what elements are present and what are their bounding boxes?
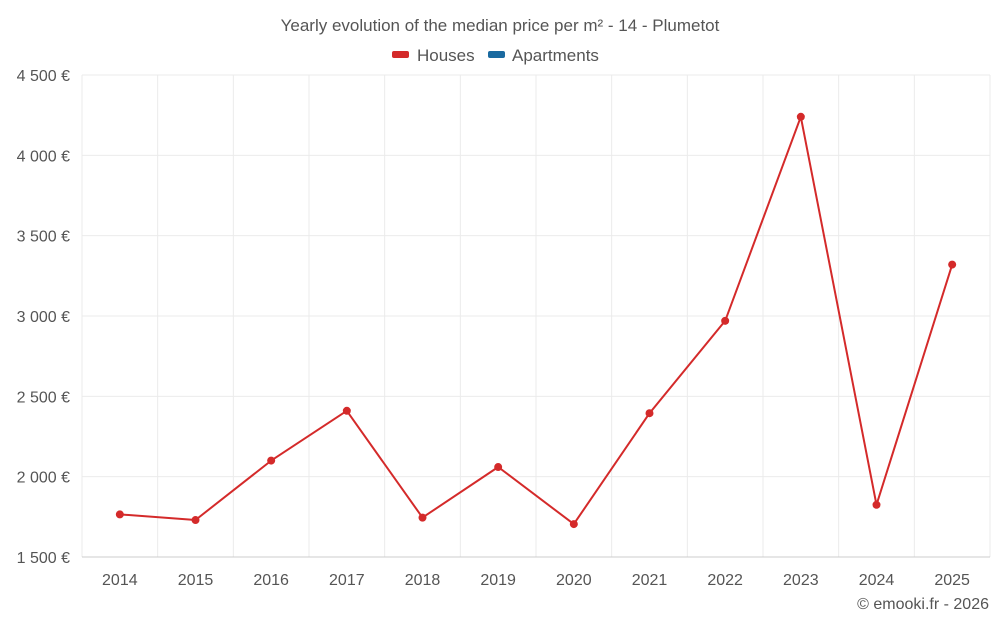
- data-point-houses-2015[interactable]: [191, 516, 200, 525]
- x-tick-label: 2023: [783, 572, 819, 589]
- y-axis-tick-labels: 1 500 € 2 000 € 2 500 € 3 000 € 3 500 € 4 000…: [17, 68, 70, 567]
- y-tick-label: 3 500 €: [17, 229, 70, 246]
- y-tick-label: 2 000 €: [17, 470, 70, 487]
- legend-label-apartments: Apartments: [512, 46, 599, 65]
- x-tick-label: 2025: [934, 572, 970, 589]
- legend-swatch-houses: [392, 51, 409, 58]
- y-tick-label: 2 500 €: [17, 389, 70, 406]
- y-tick-label: 4 500 €: [17, 68, 70, 85]
- y-tick-label: 4 000 €: [17, 148, 70, 165]
- x-tick-label: 2018: [405, 572, 441, 589]
- legend-label-houses: Houses: [417, 46, 475, 65]
- y-tick-label: 3 000 €: [17, 309, 70, 326]
- data-point-houses-2021[interactable]: [645, 409, 654, 418]
- x-tick-label: 2024: [859, 572, 895, 589]
- series-lines: [119, 115, 954, 526]
- y-tick-label: 1 500 €: [17, 550, 70, 567]
- legend[interactable]: Houses Apartments: [392, 46, 599, 65]
- x-tick-label: 2020: [556, 572, 592, 589]
- data-point-houses-2022[interactable]: [721, 316, 730, 325]
- data-point-houses-2025[interactable]: [948, 260, 957, 269]
- data-point-houses-2023[interactable]: [796, 112, 805, 121]
- credit-text: © emooki.fr - 2026: [857, 596, 989, 613]
- data-point-houses-2020[interactable]: [569, 520, 578, 529]
- x-tick-label: 2022: [707, 572, 743, 589]
- x-tick-label: 2014: [102, 572, 138, 589]
- x-axis-tick-labels: 2014 2015 2016 2017 2018 2019 2020 2021 2022 2023…: [102, 572, 970, 589]
- legend-swatch-apartments: [488, 51, 505, 58]
- chart-title: Yearly evolution of the median price per…: [281, 16, 720, 35]
- series-points[interactable]: [115, 112, 957, 529]
- x-tick-label: 2019: [480, 572, 516, 589]
- data-point-houses-2014[interactable]: [115, 510, 124, 519]
- legend-item-apartments[interactable]: Apartments: [488, 46, 599, 65]
- data-point-houses-2024[interactable]: [872, 500, 881, 509]
- data-point-houses-2016[interactable]: [267, 456, 276, 465]
- legend-item-houses[interactable]: Houses: [392, 46, 475, 65]
- x-tick-label: 2017: [329, 572, 365, 589]
- x-tick-label: 2015: [178, 572, 214, 589]
- data-point-houses-2017[interactable]: [342, 406, 351, 415]
- series-line-houses: [119, 115, 954, 526]
- data-point-houses-2018[interactable]: [418, 513, 427, 522]
- data-point-houses-2019[interactable]: [494, 463, 503, 472]
- x-tick-label: 2016: [253, 572, 289, 589]
- x-tick-label: 2021: [632, 572, 668, 589]
